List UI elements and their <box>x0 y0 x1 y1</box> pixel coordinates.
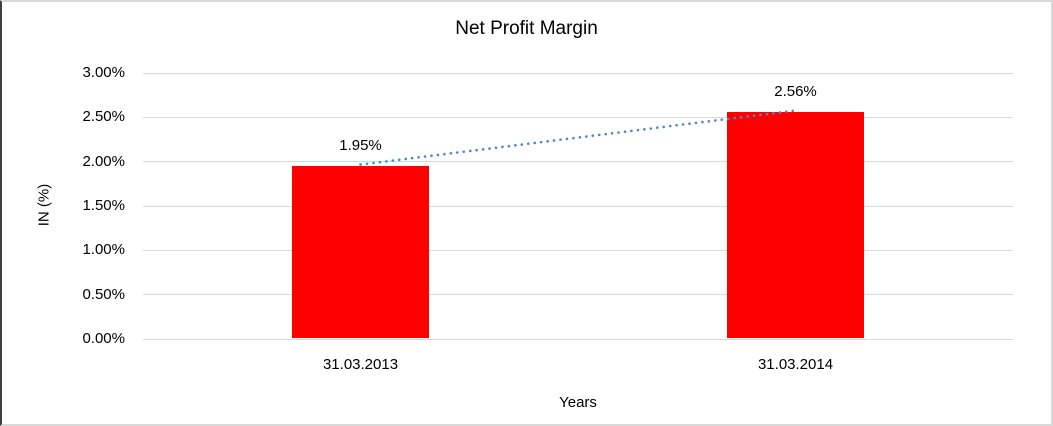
y-axis-tick-label: 0.00% <box>82 330 125 347</box>
x-axis-title: Years <box>559 394 597 411</box>
gridline <box>143 116 1013 118</box>
gridline <box>143 338 1013 340</box>
y-axis-tick-label: 1.50% <box>82 197 125 214</box>
data-label: 1.95% <box>339 137 382 155</box>
gridline <box>143 294 1013 296</box>
y-axis-tick-label: 2.00% <box>82 152 125 170</box>
y-axis-tick-label: 0.50% <box>82 285 125 303</box>
bar-31.03.2014 <box>727 112 864 338</box>
chart-title: Net Profit Margin <box>455 18 598 39</box>
x-axis-category-label: 31.03.2014 <box>757 356 834 373</box>
y-axis-tick-label: 1.00% <box>82 241 125 259</box>
x-axis-category-label: 31.03.2013 <box>322 356 399 373</box>
gridline <box>143 161 1013 163</box>
y-axis-tick-label: 3.00% <box>82 64 125 81</box>
bar-31.03.2013 <box>292 166 429 338</box>
y-axis-tick-label: 2.50% <box>82 108 125 126</box>
gridline <box>143 72 1013 74</box>
data-label: 2.56% <box>774 83 817 100</box>
gridline <box>143 205 1013 207</box>
gridline <box>143 249 1013 251</box>
plot-area: 1.95% 2.56% <box>143 72 1013 340</box>
